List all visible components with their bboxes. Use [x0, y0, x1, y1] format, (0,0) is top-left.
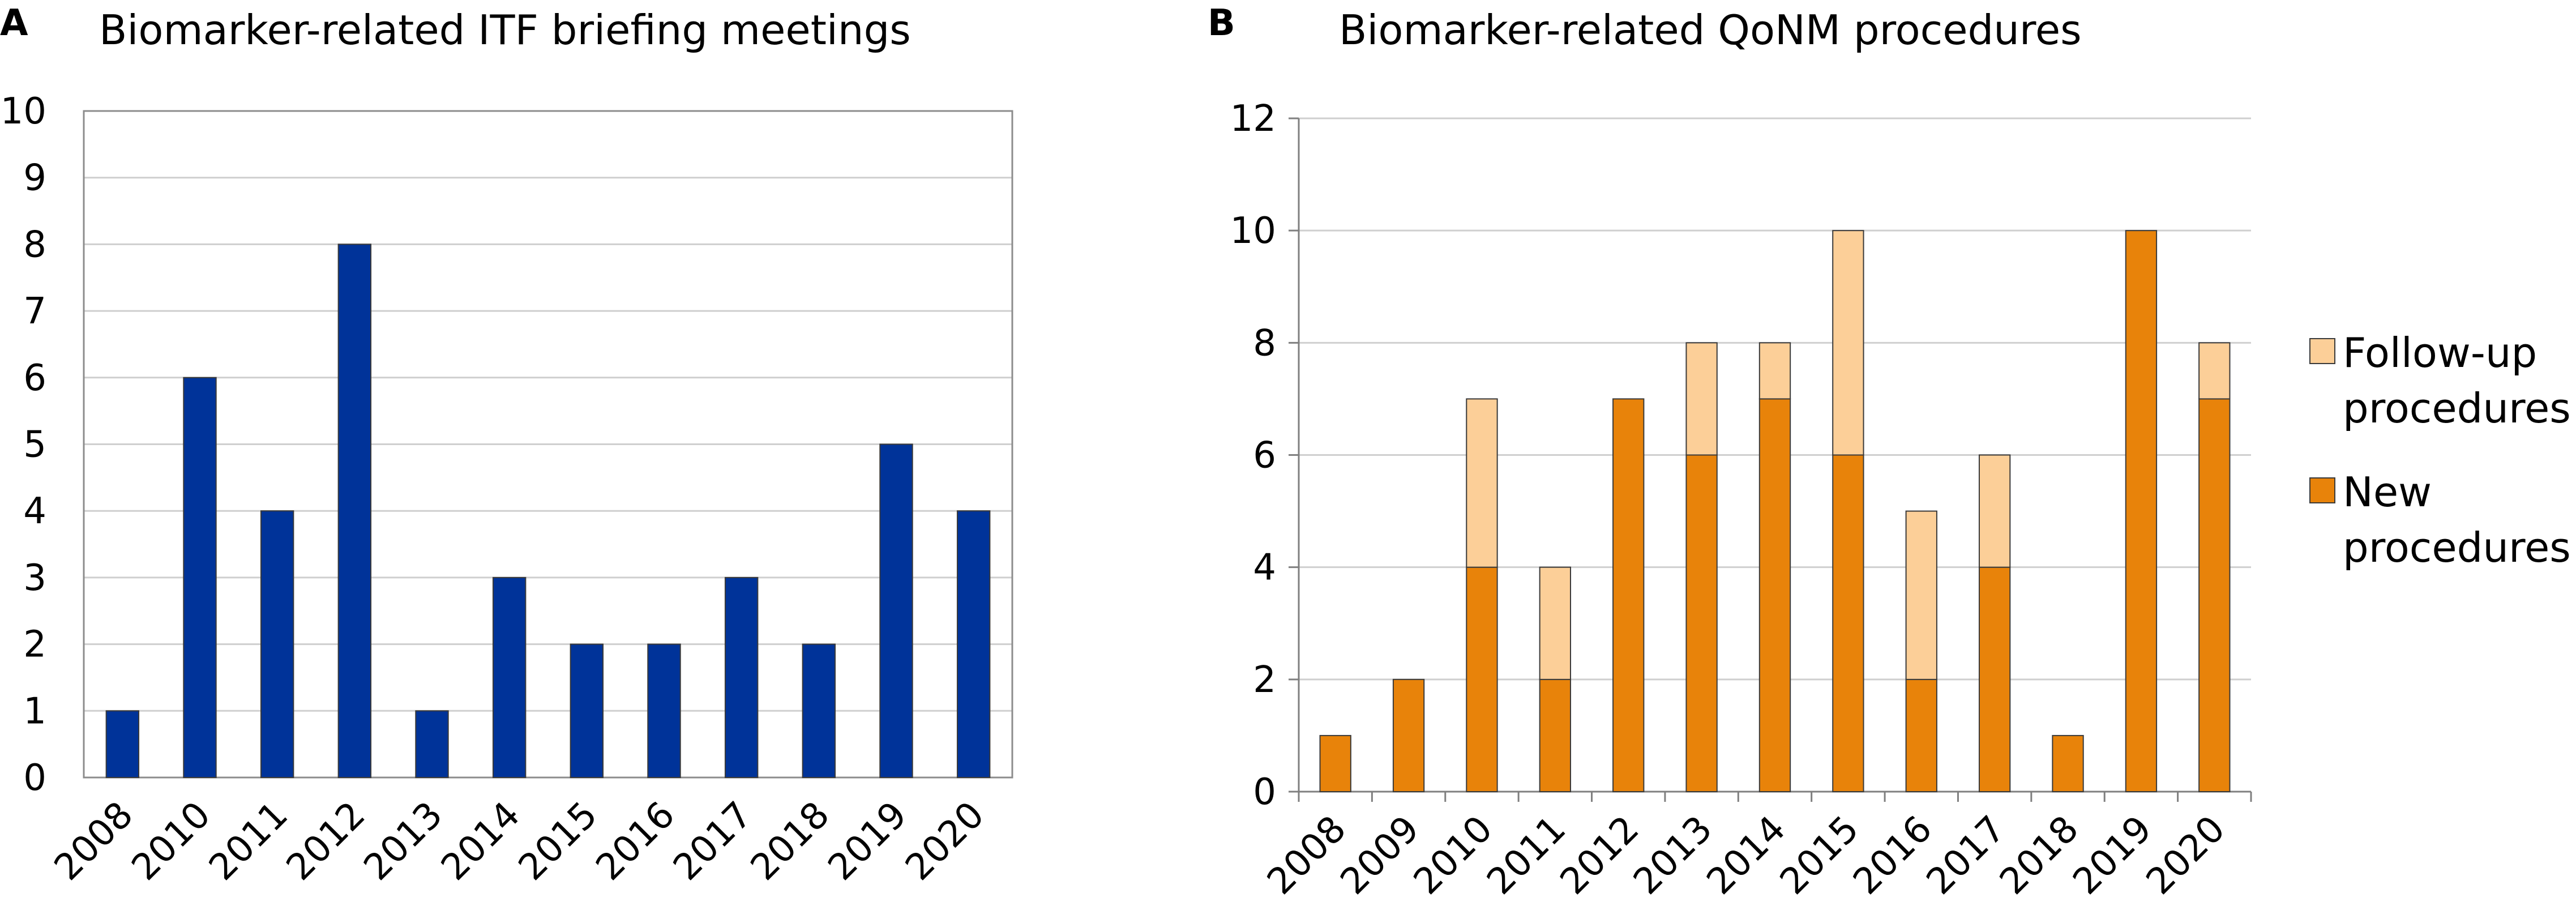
panel-b-x-tick-label: 2019 [2065, 808, 2160, 903]
panel-a-y-tick-label: 5 [23, 424, 46, 466]
panel-b-letter: B [1208, 2, 1235, 44]
panel-b-bar-2013-follow-up-procedures [1685, 342, 1718, 456]
legend-label-new-procedures: procedures [2343, 524, 2571, 571]
panel-a-x-tick-label: 2013 [356, 794, 451, 888]
panel-a-letter: A [0, 2, 28, 44]
panel-b-y-tick-label: 4 [1253, 547, 1276, 589]
panel-a-bar-2015 [570, 643, 604, 778]
panel-a-y-tick-label: 8 [23, 224, 46, 266]
panel-a-bar-2016 [647, 643, 681, 778]
panel-b-bar-2009-new-procedures [1392, 678, 1425, 793]
panel-a-x-tick-label: 2019 [820, 794, 915, 888]
panel-b-legend: Follow-up procedures New procedures [2309, 329, 2571, 571]
panel-b-bar-2010-new-procedures [1466, 566, 1498, 793]
legend-label-follow-up-procedures: procedures [2343, 384, 2571, 432]
panel-a-y-tick-label: 3 [23, 557, 46, 599]
panel-b-x-tick-label: 2008 [1260, 808, 1354, 903]
panel-b-y-tick-label: 8 [1253, 322, 1276, 364]
panel-a-gridlines [83, 110, 1013, 779]
panel-a-y-tick-label: 10 [1, 91, 46, 133]
panel-a-bar-2018 [802, 643, 836, 778]
panel-b-bar-2020-new-procedures [2198, 398, 2231, 792]
panel-b-bar-2015-new-procedures [1832, 454, 1864, 792]
panel-b-bar-2011-new-procedures [1539, 678, 1572, 793]
panel-a-bar-2011 [260, 510, 294, 778]
panel-a-x-tick-label: 2014 [433, 794, 528, 888]
panel-a-x-tick-label: 2010 [124, 794, 219, 888]
panel-b-bar-2018-new-procedures [2052, 734, 2084, 792]
panel-b-x-tick-label: 2012 [1552, 808, 1647, 903]
panel-a-x-tick-label: 2011 [201, 794, 296, 888]
panel-a-plot-frame [83, 110, 1013, 779]
panel-b-x-tick-labels: 2008200920102011201220132014201520162017… [1260, 792, 2252, 903]
panel-b-x-tick-label: 2017 [1919, 808, 2013, 903]
panel-a-x-tick-label: 2018 [743, 794, 837, 888]
panel-a-bar-2014 [492, 576, 527, 779]
panel-b-bar-2008-new-procedures [1319, 734, 1351, 792]
panel-b-x-tick-label: 2016 [1846, 808, 1940, 903]
panel-b-y-tick-labels: 0 2 4 6 8 10 12 [1230, 98, 1299, 813]
panel-b-x-tick-label: 2015 [1772, 808, 1867, 903]
panel-a-y-tick-label: 0 [23, 757, 46, 799]
panel-b-x-tick-label: 2013 [1625, 808, 1720, 903]
panel-b-x-tick-label: 2010 [1406, 808, 1500, 903]
panel-b-bar-2011-follow-up-procedures [1539, 566, 1572, 680]
panel-a-bar-2013 [415, 710, 449, 779]
panel-b-x-tick-label: 2009 [1333, 808, 1427, 903]
panel-a-title: Biomarker-related ITF briefing meetings [99, 6, 911, 54]
panel-a-x-tick-label: 2012 [279, 794, 373, 888]
panel-a-x-tick-label: 2017 [665, 794, 760, 888]
panel-b-bar-2010-follow-up-procedures [1466, 398, 1498, 568]
panel-b-bar-2012-new-procedures [1612, 398, 1645, 792]
legend-label-new-procedures: New [2343, 468, 2432, 516]
panel-b-y-tick-label: 6 [1253, 435, 1276, 477]
panel-a-x-tick-labels: 2008201020112012201320142015201620172018… [46, 794, 992, 888]
panel-b-x-tick-label: 2020 [2138, 808, 2233, 903]
legend-swatch-new-procedures [2309, 477, 2335, 503]
panel-a-x-tick-label: 2015 [511, 794, 605, 888]
panel-a: A Biomarker-related ITF briefing meeting… [0, 2, 1013, 888]
panel-a-y-tick-labels: 0 1 2 3 4 5 6 7 8 9 10 [1, 91, 46, 799]
panel-a-bar-2017 [724, 576, 759, 779]
legend-label-follow-up-procedures: Follow-up [2343, 329, 2537, 377]
panel-b-bar-2017-new-procedures [1978, 566, 2011, 793]
panel-b-x-tick-label: 2011 [1479, 808, 1574, 903]
panel-a-bars [105, 243, 991, 779]
panel-b-bar-2016-new-procedures [1905, 678, 1937, 793]
panel-a-bar-2020 [956, 510, 991, 778]
panel-a-x-tick-label: 2020 [897, 794, 992, 888]
panel-a-y-tick-label: 9 [23, 157, 46, 199]
panel-b-bar-2015-follow-up-procedures [1832, 230, 1864, 456]
panel-a-x-tick-label: 2016 [588, 794, 683, 888]
panel-a-y-tick-label: 1 [23, 690, 46, 732]
panel-b-title: Biomarker-related QoNM procedures [1339, 6, 2082, 54]
panel-a-bar-2019 [879, 443, 913, 778]
panel-a-bar-2010 [183, 377, 217, 778]
panel-b-bar-2016-follow-up-procedures [1905, 510, 1937, 680]
panel-b-bar-2019-new-procedures [2125, 230, 2158, 792]
panel-b-bars [1319, 230, 2231, 793]
panel-a-y-tick-label: 2 [23, 624, 46, 666]
panel-b-x-tick-label: 2018 [1992, 808, 2086, 903]
panel-b-bar-2014-new-procedures [1758, 398, 1791, 792]
panel-b-bar-2017-follow-up-procedures [1978, 454, 2011, 568]
panel-a-y-tick-label: 7 [23, 290, 46, 332]
panel-a-bar-2012 [337, 243, 372, 778]
panel-b-y-tick-label: 12 [1230, 98, 1276, 140]
panel-b-bar-2013-new-procedures [1685, 454, 1718, 792]
panel-a-y-tick-label: 6 [23, 357, 46, 399]
panel-b-y-tick-label: 10 [1230, 210, 1276, 252]
legend-swatch-follow-up-procedures [2309, 338, 2335, 364]
panel-b-bar-2014-follow-up-procedures [1758, 342, 1791, 400]
panel-b-y-tick-label: 2 [1253, 659, 1276, 701]
panel-b: B Biomarker-related QoNM procedures 0 2 4 6… [1208, 2, 2571, 903]
panel-b-bar-2020-follow-up-procedures [2198, 342, 2231, 400]
panel-b-y-tick-label: 0 [1253, 771, 1276, 813]
panel-a-y-tick-label: 4 [23, 490, 46, 532]
panel-a-x-tick-label: 2008 [46, 794, 141, 888]
panel-b-x-tick-label: 2014 [1699, 808, 1794, 903]
panel-a-bar-2008 [105, 710, 140, 779]
